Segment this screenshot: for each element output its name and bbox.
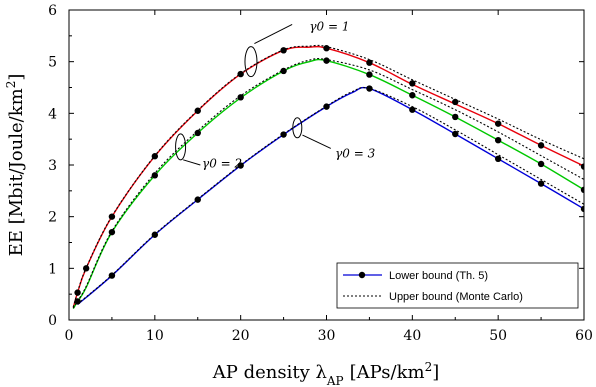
- series-2-marker: [494, 137, 502, 144]
- legend: Lower bound (Th. 5) Upper bound (Monte C…: [336, 262, 579, 309]
- annotation-pointer-3: [302, 134, 332, 149]
- series-1-marker: [237, 70, 244, 78]
- series-1-marker: [194, 107, 201, 114]
- series-3-marker: [409, 106, 416, 113]
- y-tick-label: 5: [48, 55, 57, 71]
- legend-box: [336, 262, 579, 309]
- series-2-marker: [366, 71, 373, 78]
- series-2-marker: [580, 186, 584, 193]
- series-3-marker: [280, 131, 287, 138]
- series-1-marker: [537, 142, 545, 149]
- y-axis-title: EE [Mbit/Joule/km2]: [4, 74, 27, 257]
- series-2-upper-line: [72, 58, 584, 309]
- x-tick-label: 60: [575, 328, 593, 344]
- x-tick-label: 30: [318, 328, 336, 344]
- series-1-marker: [108, 213, 116, 220]
- series-2-marker: [280, 67, 287, 75]
- y-tick-label: 4: [48, 106, 57, 122]
- series-3-marker: [366, 85, 373, 92]
- x-tick-label: 50: [489, 328, 507, 344]
- series-1-upper-line: [72, 44, 584, 308]
- series-3-marker: [323, 103, 330, 110]
- y-axis-title-main: EE [Mbit/Joule/km: [6, 88, 27, 256]
- annotation-pointer-2: [183, 159, 201, 166]
- series-1-marker: [580, 163, 584, 170]
- series-1-marker: [494, 120, 502, 127]
- annotations: γ0 = 1 γ0 = 2 γ0 = 3: [175, 20, 376, 171]
- axis-ticks: 0 10 20 30 40 50 60 0 1 2 3 4 5 6: [48, 3, 593, 344]
- y-axis-title-close: ]: [6, 74, 27, 81]
- x-axis-title: AP density λAP [APs/km2]: [212, 360, 440, 387]
- annotation-label-2: γ0 = 2: [202, 157, 242, 171]
- series-2-marker: [194, 129, 201, 137]
- annotation-ellipse-2: [175, 133, 187, 161]
- annotation-pointer-1: [254, 24, 293, 45]
- y-tick-label: 6: [48, 3, 57, 19]
- series-1-marker: [366, 59, 373, 66]
- annotation-ellipse-1: [244, 46, 258, 78]
- series-1-marker: [74, 289, 81, 296]
- x-axis-title-main: AP density λ: [212, 362, 327, 383]
- y-tick-label: 3: [48, 158, 57, 174]
- series-3-marker: [537, 180, 545, 187]
- x-tick-label: 10: [146, 328, 164, 344]
- series-2-marker: [323, 57, 330, 64]
- series-3-marker: [194, 196, 201, 203]
- annotation-label-1: γ0 = 1: [309, 20, 349, 34]
- series-1-marker: [452, 98, 459, 106]
- series-1-marker: [82, 265, 90, 272]
- series-2-marker: [409, 92, 416, 99]
- series-1-marker: [151, 153, 159, 160]
- legend-label-lower: Lower bound (Th. 5): [389, 270, 488, 282]
- series-1-marker: [409, 80, 416, 87]
- y-axis-title-sup: 2: [4, 81, 18, 89]
- x-axis-title-unit-close: ]: [432, 362, 439, 383]
- series-3-marker: [452, 130, 459, 138]
- series-3-marker: [580, 205, 584, 213]
- x-axis-title-unit: [APs/km: [350, 362, 425, 383]
- x-tick-label: 0: [65, 328, 74, 344]
- series-2-marker: [537, 160, 545, 168]
- annotation-ellipse-3: [292, 117, 303, 139]
- annotation-label-3: γ0 = 3: [335, 146, 375, 160]
- series-3-marker: [108, 272, 116, 279]
- series-2-marker: [108, 228, 116, 236]
- series-2-marker: [237, 94, 244, 101]
- x-tick-label: 20: [232, 328, 250, 344]
- y-tick-label: 0: [48, 313, 57, 329]
- series-3-marker: [237, 162, 244, 169]
- series-1-marker: [323, 45, 330, 52]
- y-tick-label: 1: [48, 261, 57, 277]
- x-axis-title-sub: AP: [326, 374, 344, 387]
- series-2-marker: [151, 172, 159, 179]
- series-3-marker: [494, 155, 502, 162]
- series-1-marker: [280, 47, 287, 54]
- series-3-upper-line: [77, 87, 584, 305]
- x-axis-title-unit-sup: 2: [425, 360, 433, 374]
- legend-label-upper: Upper bound (Monte Carlo): [389, 291, 523, 303]
- series-2-marker: [452, 113, 459, 121]
- legend-marker: [358, 271, 366, 279]
- series-layer: [72, 44, 584, 309]
- x-tick-label: 40: [403, 328, 421, 344]
- y-tick-label: 2: [48, 210, 57, 226]
- series-2-marker: [74, 298, 81, 305]
- series-3-marker: [151, 231, 159, 238]
